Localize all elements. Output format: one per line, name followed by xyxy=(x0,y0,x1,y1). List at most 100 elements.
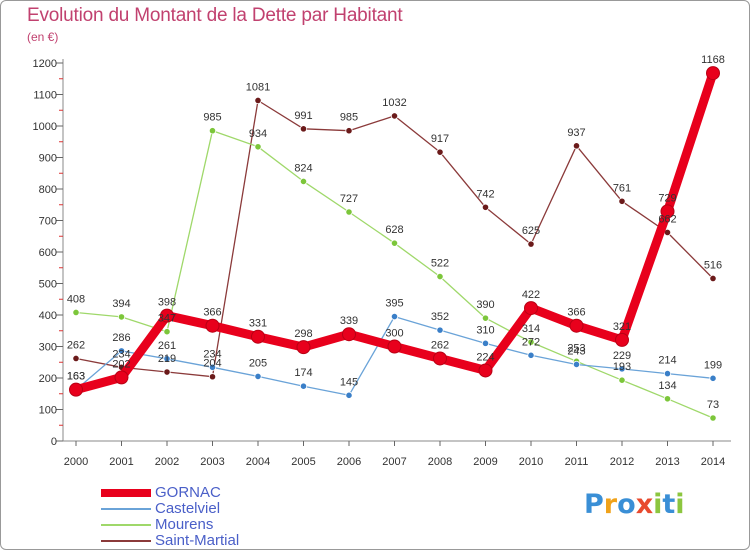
logo-letter: i xyxy=(653,489,663,520)
data-point xyxy=(251,329,265,344)
data-label: 145 xyxy=(340,376,358,388)
y-tick-label: 100 xyxy=(39,405,57,417)
data-point xyxy=(436,148,444,156)
data-label: 366 xyxy=(203,307,221,319)
data-label: 199 xyxy=(704,359,722,371)
data-point xyxy=(663,369,672,378)
x-tick-label: 2003 xyxy=(200,456,224,468)
x-tick-label: 2008 xyxy=(428,456,452,468)
series-line xyxy=(211,99,714,378)
data-label: 1032 xyxy=(382,97,406,109)
x-tick-label: 2005 xyxy=(291,456,315,468)
legend-label: Mourens xyxy=(155,516,214,533)
data-point xyxy=(163,368,171,376)
data-point xyxy=(254,372,262,381)
data-point xyxy=(299,125,308,133)
legend-swatch xyxy=(101,517,151,533)
data-point xyxy=(524,301,538,316)
data-label: 824 xyxy=(294,162,312,174)
data-point xyxy=(390,239,399,247)
data-label: 202 xyxy=(112,358,130,370)
data-label: 229 xyxy=(613,350,631,362)
data-label: 729 xyxy=(658,192,676,204)
series-castelviel xyxy=(72,312,717,399)
data-label: 991 xyxy=(294,110,312,122)
series-line xyxy=(75,357,214,378)
data-label: 73 xyxy=(707,399,719,411)
legend-swatch xyxy=(101,501,151,517)
data-point xyxy=(706,66,720,81)
chart-unit: (en €) xyxy=(27,30,59,44)
proxiti-logo: Proxiti xyxy=(584,489,685,520)
series-saint-martial xyxy=(72,96,717,381)
data-label: 193 xyxy=(613,361,631,373)
data-point xyxy=(163,355,171,363)
data-label: 352 xyxy=(431,311,449,323)
data-label: 1168 xyxy=(701,54,725,66)
data-label: 985 xyxy=(340,112,358,124)
logo-letter: x xyxy=(635,489,654,520)
data-label: 628 xyxy=(385,224,403,236)
logo-letter: P xyxy=(584,489,604,520)
data-label: 253 xyxy=(567,342,585,354)
data-point xyxy=(72,308,80,317)
series-line xyxy=(75,130,714,419)
data-point xyxy=(709,414,717,422)
data-label: 366 xyxy=(567,307,585,319)
y-tick-label: 900 xyxy=(39,153,57,165)
logo-letter: o xyxy=(617,489,636,520)
y-tick-label: 300 xyxy=(39,342,57,354)
data-label: 331 xyxy=(249,318,267,330)
data-point xyxy=(569,318,584,333)
data-point xyxy=(390,312,399,321)
data-point xyxy=(345,208,353,216)
data-label: 214 xyxy=(658,355,676,367)
data-point xyxy=(345,127,353,135)
data-point xyxy=(163,328,171,336)
legend-swatch-line xyxy=(101,508,151,510)
data-label: 243 xyxy=(567,345,585,357)
x-tick-label: 2011 xyxy=(565,456,589,468)
data-label: 262 xyxy=(67,339,85,351)
data-label: 261 xyxy=(158,340,176,352)
legend-swatch-line xyxy=(101,540,151,542)
data-label: 390 xyxy=(476,299,494,311)
y-tick-label: 400 xyxy=(39,310,57,322)
data-point xyxy=(117,347,126,355)
legend-swatch-line xyxy=(101,524,151,526)
x-tick-label: 2014 xyxy=(701,456,725,468)
data-point xyxy=(572,142,581,150)
data-point xyxy=(117,313,126,321)
data-point xyxy=(114,370,129,385)
data-label: 286 xyxy=(112,332,130,344)
data-point xyxy=(72,354,80,363)
logo-letter: i xyxy=(675,489,685,520)
data-point xyxy=(436,272,444,281)
data-point xyxy=(205,318,220,333)
data-labels: 163 202 398 366 331 298 339 300 262 224 422 366 321 7… xyxy=(67,54,725,411)
logo-letter: r xyxy=(603,489,618,520)
data-label: 310 xyxy=(476,324,494,336)
x-tick-label: 2001 xyxy=(109,456,133,468)
x-tick-label: 2000 xyxy=(64,456,88,468)
data-point xyxy=(481,314,490,322)
data-point xyxy=(615,332,629,347)
data-label: 347 xyxy=(158,313,176,325)
logo-letter: t xyxy=(662,489,676,520)
data-label: 408 xyxy=(67,293,85,305)
data-point xyxy=(160,308,174,323)
data-point xyxy=(390,112,399,120)
x-tick-label: 2006 xyxy=(337,456,361,468)
data-label: 205 xyxy=(249,357,267,369)
data-point xyxy=(208,373,217,381)
data-point xyxy=(618,376,626,384)
data-label: 917 xyxy=(431,133,449,145)
data-label: 234 xyxy=(203,348,221,360)
data-label: 314 xyxy=(522,323,540,335)
series-lines xyxy=(69,66,720,422)
y-tick-label: 1100 xyxy=(33,90,57,102)
data-label: 934 xyxy=(249,128,267,140)
data-label: 727 xyxy=(340,193,358,205)
data-label: 1081 xyxy=(246,81,270,93)
